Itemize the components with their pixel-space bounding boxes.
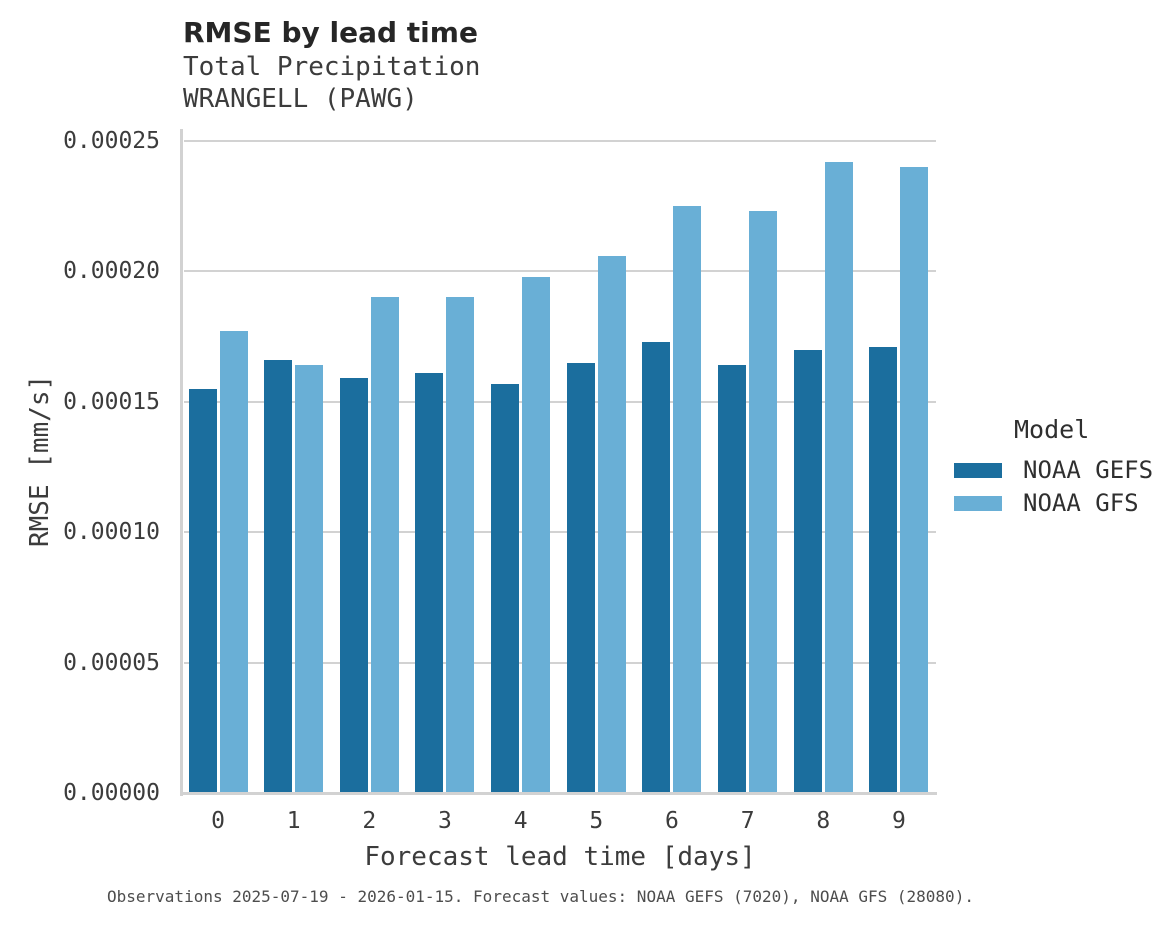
x-tick-label-9: 9 — [892, 808, 906, 834]
bar-noaa-gefs-lead-1 — [264, 360, 293, 793]
x-tick-label-4: 4 — [513, 808, 528, 834]
bar-noaa-gefs-lead-5 — [566, 362, 595, 793]
bar-noaa-gefs-lead-2 — [339, 378, 368, 793]
bar-noaa-gfs-lead-2 — [370, 297, 399, 793]
bar-noaa-gfs-lead-6 — [673, 206, 702, 793]
bar-noaa-gfs-lead-8 — [824, 161, 853, 793]
bar-noaa-gefs-lead-4 — [491, 383, 520, 793]
y-tick-label-0.00015: 0.00015 — [63, 388, 160, 415]
x-tick-label-6: 6 — [665, 808, 679, 834]
legend-item-noaa-gfs: NOAA GFS — [954, 489, 1169, 517]
y-axis-line — [180, 129, 183, 796]
x-tick-label-8: 8 — [816, 808, 831, 834]
gridline-y — [184, 270, 936, 273]
y-tick-label-0.00005: 0.00005 — [63, 649, 160, 676]
bar-noaa-gfs-lead-3 — [446, 297, 475, 793]
bar-noaa-gfs-lead-4 — [522, 276, 551, 793]
y-tick-label-0.00010: 0.00010 — [63, 519, 160, 546]
bar-noaa-gefs-lead-8 — [793, 349, 822, 793]
caption: Observations 2025-07-19 - 2026-01-15. Fo… — [107, 887, 974, 906]
x-axis-line — [180, 792, 937, 795]
legend-title: Model — [1014, 415, 1090, 444]
legend-label: NOAA GEFS — [1023, 456, 1154, 484]
plot-area — [184, 129, 936, 793]
bar-noaa-gefs-lead-6 — [642, 341, 671, 793]
x-tick-labels: 0 1 2 3 4 5 6 7 8 9 — [184, 808, 936, 838]
bar-noaa-gfs-lead-0 — [219, 331, 248, 793]
bar-noaa-gefs-lead-3 — [415, 373, 444, 793]
legend-label: NOAA GFS — [1023, 489, 1139, 517]
bar-noaa-gfs-lead-1 — [295, 365, 324, 793]
legend-swatch — [954, 495, 1002, 511]
x-tick-label-5: 5 — [589, 808, 604, 834]
y-tick-label-0.00020: 0.00020 — [63, 258, 160, 285]
x-tick-label-1: 1 — [286, 808, 301, 834]
bar-noaa-gefs-lead-7 — [718, 365, 747, 793]
y-tick-label-0.00025: 0.00025 — [63, 128, 160, 154]
chart-subtitle-station: WRANGELL (PAWG) — [183, 84, 418, 114]
y-tick-label-0.00000: 0.00000 — [63, 780, 160, 806]
legend-swatch — [954, 462, 1002, 478]
legend: Model NOAA GEFS NOAA GFS — [954, 415, 1169, 517]
bar-noaa-gfs-lead-7 — [749, 211, 778, 793]
bar-noaa-gefs-lead-9 — [869, 347, 898, 793]
x-tick-label-0: 0 — [211, 808, 225, 834]
bar-noaa-gfs-lead-9 — [900, 167, 929, 793]
legend-item-noaa-gefs: NOAA GEFS — [954, 456, 1169, 484]
chart-title: RMSE by lead time — [183, 16, 478, 49]
gridline-y — [184, 661, 936, 664]
x-axis-label: Forecast lead time [days] — [364, 842, 756, 872]
y-tick-labels: 0.00000 0.00005 0.00010 0.00015 0.00020 0.000… — [0, 128, 160, 806]
x-tick-label-2: 2 — [362, 808, 377, 834]
x-tick-label-7: 7 — [740, 808, 755, 834]
bar-noaa-gfs-lead-5 — [597, 255, 626, 793]
gridline-y — [184, 140, 936, 142]
bar-noaa-gefs-lead-0 — [188, 388, 217, 793]
gridline-y — [184, 531, 936, 534]
chart-subtitle-variable: Total Precipitation — [183, 52, 481, 82]
x-tick-label-3: 3 — [438, 808, 452, 834]
gridline-y — [184, 400, 936, 403]
